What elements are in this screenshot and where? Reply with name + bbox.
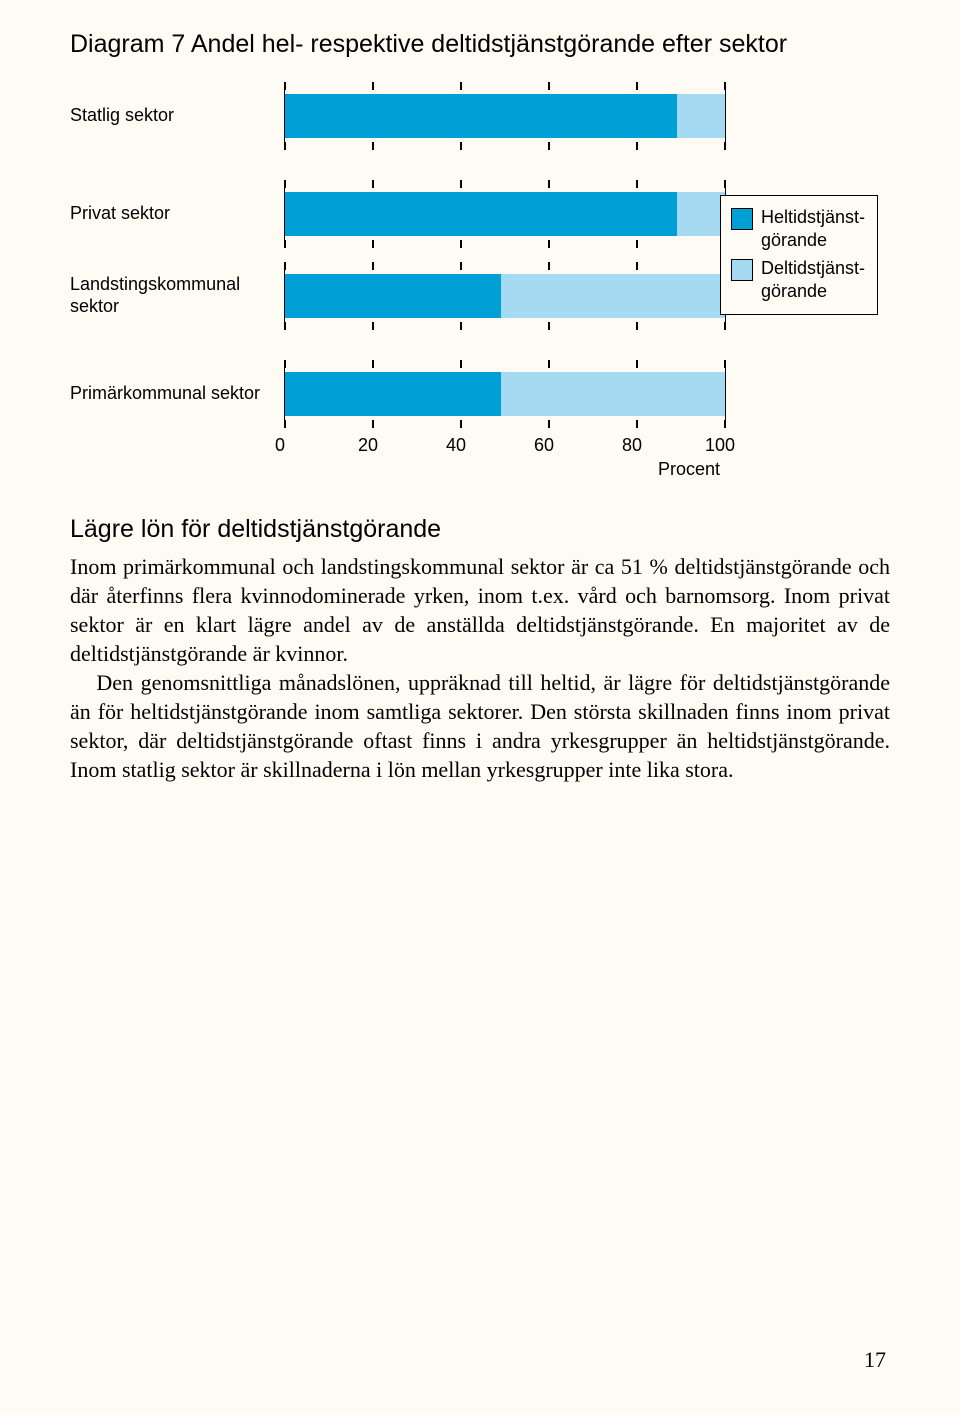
chart-row: Primärkommunal sektor [70,365,890,423]
legend: Heltidstjänst- görande Deltidstjänst- gö… [720,195,878,315]
chart-row-label: Statlig sektor [70,105,284,127]
chart-row: Statlig sektor [70,87,890,145]
bar-track [284,368,726,420]
legend-label: Heltidstjänst- görande [761,206,865,253]
legend-item-deltid: Deltidstjänst- görande [731,257,865,304]
x-tick-label: 0 [275,435,285,456]
chart-area: Statlig sektor Privat sektor Landstingskom… [70,87,890,507]
legend-label: Deltidstjänst- görande [761,257,865,304]
legend-item-heltid: Heltidstjänst- görande [731,206,865,253]
x-tick-label: 100 [705,435,735,456]
chart-row-label: Privat sektor [70,203,284,225]
x-axis-title: Procent [658,459,720,480]
chart-row-label: Primärkommunal sektor [70,383,284,405]
x-tick-label: 40 [446,435,466,456]
x-axis: 020406080100 Procent [280,423,720,473]
x-tick-label: 20 [358,435,378,456]
bar-heltid [285,94,677,138]
section-subtitle: Lägre lön för deltidstjänstgörande [70,515,890,544]
bar-track [284,270,726,322]
bar-heltid [285,192,677,236]
body-text: Inom primärkommunal och landstingskommun… [70,552,890,784]
chart-title: Diagram 7 Andel hel- respektive deltidst… [70,30,890,59]
legend-swatch [731,259,753,281]
bar-heltid [285,274,501,318]
x-tick-label: 60 [534,435,554,456]
paragraph: Den genomsnittliga månadslönen, uppräkna… [70,668,890,784]
legend-swatch [731,208,753,230]
bar-heltid [285,372,501,416]
paragraph: Inom primärkommunal och landstingskommun… [70,552,890,668]
page: Diagram 7 Andel hel- respektive deltidst… [0,0,960,784]
x-tick-label: 80 [622,435,642,456]
page-number: 17 [864,1347,886,1373]
bar-track [284,90,726,142]
chart-row-label: Landstingskommunal sektor [70,274,284,317]
bar-track [284,188,726,240]
